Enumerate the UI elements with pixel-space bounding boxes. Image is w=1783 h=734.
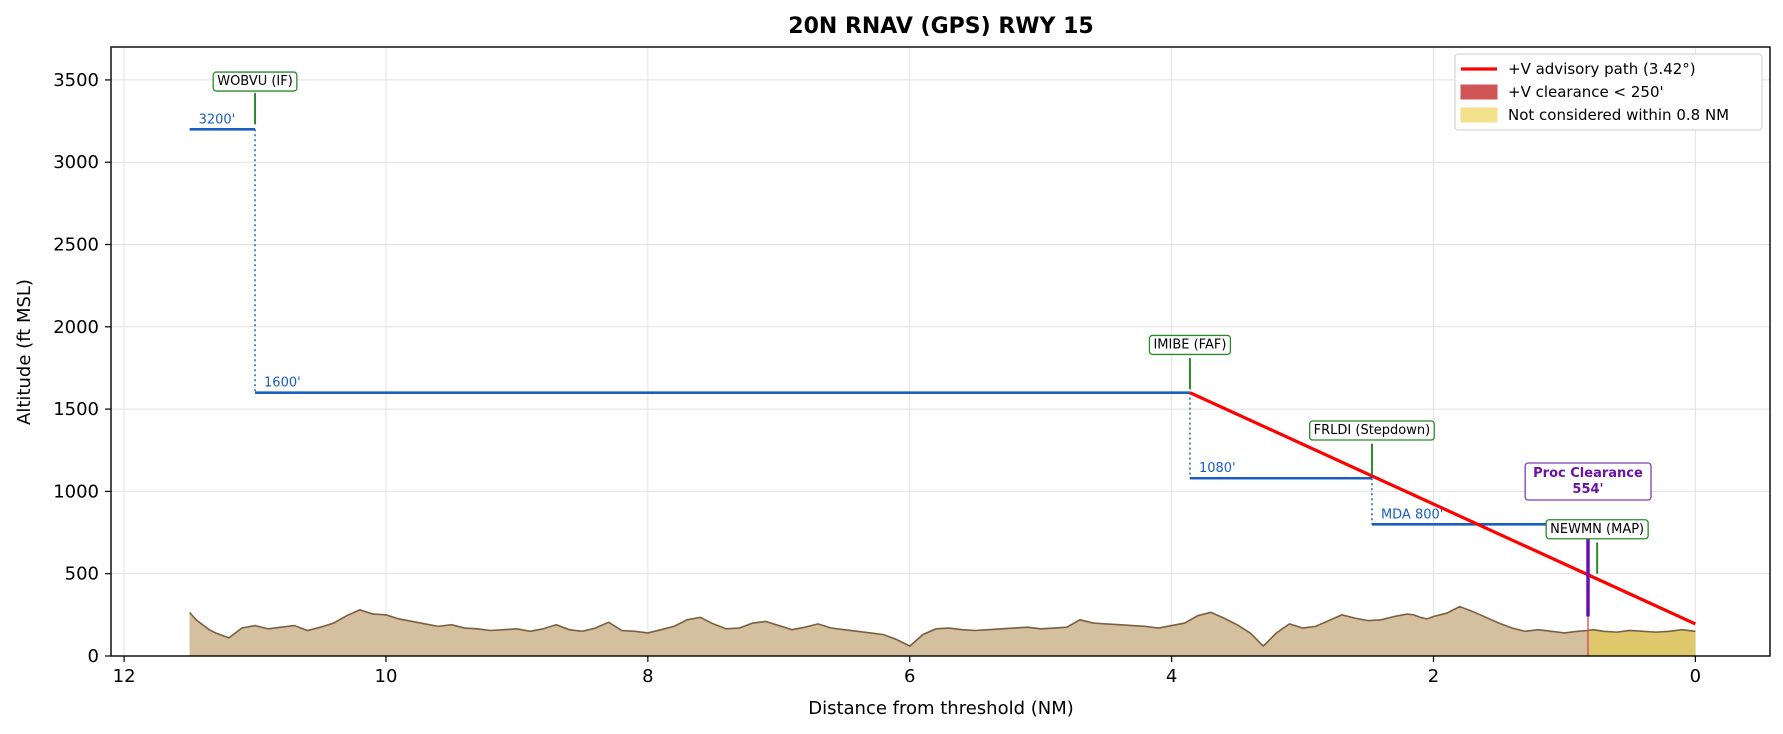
x-tick-label: 6 — [904, 666, 915, 687]
legend-frame — [1454, 53, 1763, 131]
x-tick-label: 4 — [1166, 666, 1177, 687]
fix-label-text: NEWMN (MAP) — [1550, 522, 1644, 537]
step-altitude-label: MDA 800' — [1381, 507, 1443, 522]
fix-label-text: IMIBE (FAF) — [1153, 337, 1226, 352]
fix-label-box — [212, 71, 298, 92]
fix-label: NEWMN (MAP) — [1545, 519, 1649, 540]
x-axis-label: Distance from threshold (NM) — [808, 698, 1074, 719]
terrain-profile-line — [188, 605, 1696, 648]
plot-frame — [110, 46, 1771, 657]
legend: +V advisory path (3.42°) +V clearance < 2… — [1454, 53, 1763, 131]
proc-clearance-text: Proc Clearance — [1533, 466, 1643, 481]
proc-clearance-text: 554' — [1572, 482, 1603, 497]
proc-clearance-box — [1524, 462, 1652, 501]
legend-swatch-patch — [1460, 107, 1498, 123]
y-tick-label: 1000 — [53, 481, 99, 502]
x-tick-label: 2 — [1428, 666, 1439, 687]
fix-label: FRLDI (Stepdown) — [1309, 420, 1435, 441]
not-considered-area — [1587, 629, 1696, 656]
x-tick-label: 8 — [642, 666, 653, 687]
step-altitude-label: 1080' — [1199, 461, 1236, 476]
y-tick-label: 0 — [88, 646, 99, 667]
y-tick-label: 3000 — [53, 152, 99, 173]
legend-label: +V clearance < 250' — [1508, 83, 1664, 101]
fix-label-text: WOBVU (IF) — [217, 74, 293, 89]
fix-label-text: FRLDI (Stepdown) — [1314, 423, 1431, 438]
legend-label: +V advisory path (3.42°) — [1508, 60, 1696, 78]
y-tick-label: 1500 — [53, 399, 99, 420]
y-tick-label: 2500 — [53, 235, 99, 256]
chart-title: 20N RNAV (GPS) RWY 15 — [788, 14, 1093, 39]
y-tick-label: 2000 — [53, 317, 99, 338]
step-altitude-label: 1600' — [264, 376, 301, 391]
y-tick-label: 500 — [65, 564, 99, 585]
step-altitude-label: 3200' — [199, 112, 236, 127]
x-tick-label: 12 — [113, 666, 136, 687]
x-tick-label: 0 — [1690, 666, 1701, 687]
fix-label-box — [1309, 420, 1435, 441]
x-tick-label: 10 — [375, 666, 398, 687]
legend-label: Not considered within 0.8 NM — [1508, 106, 1729, 124]
fix-label: WOBVU (IF) — [212, 71, 298, 92]
y-axis-label: Altitude (ft MSL) — [14, 279, 35, 425]
fix-label-box — [1148, 334, 1232, 356]
y-tick-label: 3500 — [53, 70, 99, 91]
fix-label-box — [1545, 519, 1649, 540]
legend-swatch-patch — [1460, 84, 1498, 100]
plot-area: 3200' 1600' 1080' MDA 800' WOBVU (IF) IMIBE (… — [53, 46, 1771, 687]
vpath-line — [1189, 391, 1697, 626]
fix-label: IMIBE (FAF) — [1148, 334, 1232, 356]
terrain-area — [189, 606, 1696, 656]
